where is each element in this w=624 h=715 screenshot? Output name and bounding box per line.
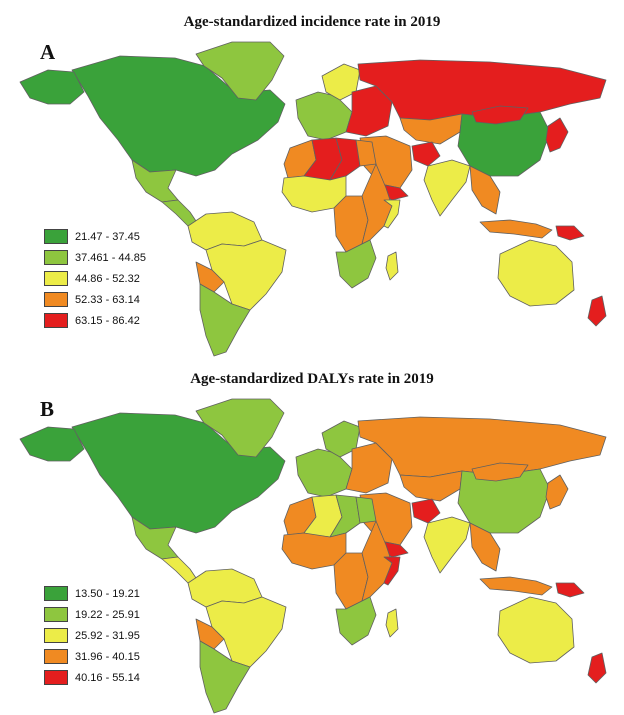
- legend-label: 19.22 - 25.91: [75, 608, 140, 621]
- legend-label: 40.16 - 55.14: [75, 671, 140, 684]
- legend-item: 31.96 - 40.15: [44, 646, 140, 667]
- world-map: [19, 41, 607, 357]
- region-somalia: [383, 199, 401, 229]
- legend-label: 37.461 - 44.85: [75, 251, 146, 264]
- legend-swatch: [44, 250, 68, 265]
- legend-swatch: [44, 292, 68, 307]
- legend-swatch: [44, 670, 68, 685]
- region-india: [423, 159, 471, 217]
- region-papua-new-guinea: [555, 225, 585, 241]
- region-alaska: [19, 426, 85, 462]
- panel-letter: A: [40, 40, 56, 64]
- legend-label: 25.92 - 31.95: [75, 629, 140, 642]
- legend-item: 63.15 - 86.42: [44, 310, 146, 331]
- region-japan: [545, 117, 569, 153]
- region-bolivia: [195, 618, 225, 650]
- legend-label: 44.86 - 52.32: [75, 272, 140, 285]
- region-southeast-asia: [469, 522, 501, 572]
- region-india: [423, 516, 471, 574]
- region-southern-africa: [335, 596, 377, 646]
- world-map: [19, 398, 607, 714]
- region-alaska: [19, 69, 85, 105]
- panel-title: Age-standardized DALYs rate in 2019: [190, 371, 434, 387]
- region-western-europe: [295, 91, 353, 141]
- region-papua-new-guinea: [555, 582, 585, 598]
- region-japan: [545, 474, 569, 510]
- legend-label: 13.50 - 19.21: [75, 587, 140, 600]
- region-china: [457, 111, 551, 177]
- legend-swatch: [44, 607, 68, 622]
- legend-swatch: [44, 229, 68, 244]
- panel-title: Age-standardized incidence rate in 2019: [183, 14, 441, 30]
- legend-swatch: [44, 586, 68, 601]
- legend-item: 21.47 - 37.45: [44, 226, 146, 247]
- region-greenland: [195, 41, 285, 101]
- panel-incidence: Age-standardized incidence rate in 2019 …: [0, 0, 624, 357]
- region-afghanistan: [411, 141, 441, 167]
- region-central-asia: [399, 470, 463, 502]
- region-mongolia: [471, 105, 529, 125]
- region-southeast-asia: [469, 165, 501, 215]
- region-madagascar: [385, 608, 399, 638]
- legend-swatch: [44, 313, 68, 328]
- legend-swatch: [44, 649, 68, 664]
- legend-item: 37.461 - 44.85: [44, 247, 146, 268]
- region-somalia: [383, 556, 401, 586]
- region-central-asia: [399, 113, 463, 145]
- legend-label: 63.15 - 86.42: [75, 314, 140, 327]
- region-indonesia: [479, 576, 553, 596]
- region-indonesia: [479, 219, 553, 239]
- region-australia: [497, 239, 575, 307]
- region-australia: [497, 596, 575, 664]
- legend-swatch: [44, 271, 68, 286]
- region-afghanistan: [411, 498, 441, 524]
- legend-item: 52.33 - 63.14: [44, 289, 146, 310]
- region-southern-cone: [199, 640, 251, 714]
- region-greenland: [195, 398, 285, 458]
- panel-dalys: Age-standardized DALYs rate in 2019 B 13…: [0, 357, 624, 715]
- legend-item: 19.22 - 25.91: [44, 604, 140, 625]
- map-legend: 13.50 - 19.21 19.22 - 25.91 25.92 - 31.9…: [44, 583, 140, 688]
- legend-item: 44.86 - 52.32: [44, 268, 146, 289]
- panel-letter: B: [40, 397, 55, 421]
- region-china: [457, 468, 551, 534]
- legend-swatch: [44, 628, 68, 643]
- region-central-america: [161, 556, 199, 584]
- region-bolivia: [195, 261, 225, 293]
- region-new-zealand: [587, 295, 607, 327]
- region-southern-africa: [335, 239, 377, 289]
- legend-item: 40.16 - 55.14: [44, 667, 140, 688]
- map-legend: 21.47 - 37.45 37.461 - 44.85 44.86 - 52.…: [44, 226, 146, 331]
- region-new-zealand: [587, 652, 607, 684]
- region-mongolia: [471, 462, 529, 482]
- region-madagascar: [385, 251, 399, 281]
- legend-label: 31.96 - 40.15: [75, 650, 140, 663]
- region-western-europe: [295, 448, 353, 498]
- legend-label: 52.33 - 63.14: [75, 293, 140, 306]
- legend-item: 13.50 - 19.21: [44, 583, 140, 604]
- region-central-america: [161, 199, 199, 227]
- legend-item: 25.92 - 31.95: [44, 625, 140, 646]
- legend-label: 21.47 - 37.45: [75, 230, 140, 243]
- region-southern-cone: [199, 283, 251, 357]
